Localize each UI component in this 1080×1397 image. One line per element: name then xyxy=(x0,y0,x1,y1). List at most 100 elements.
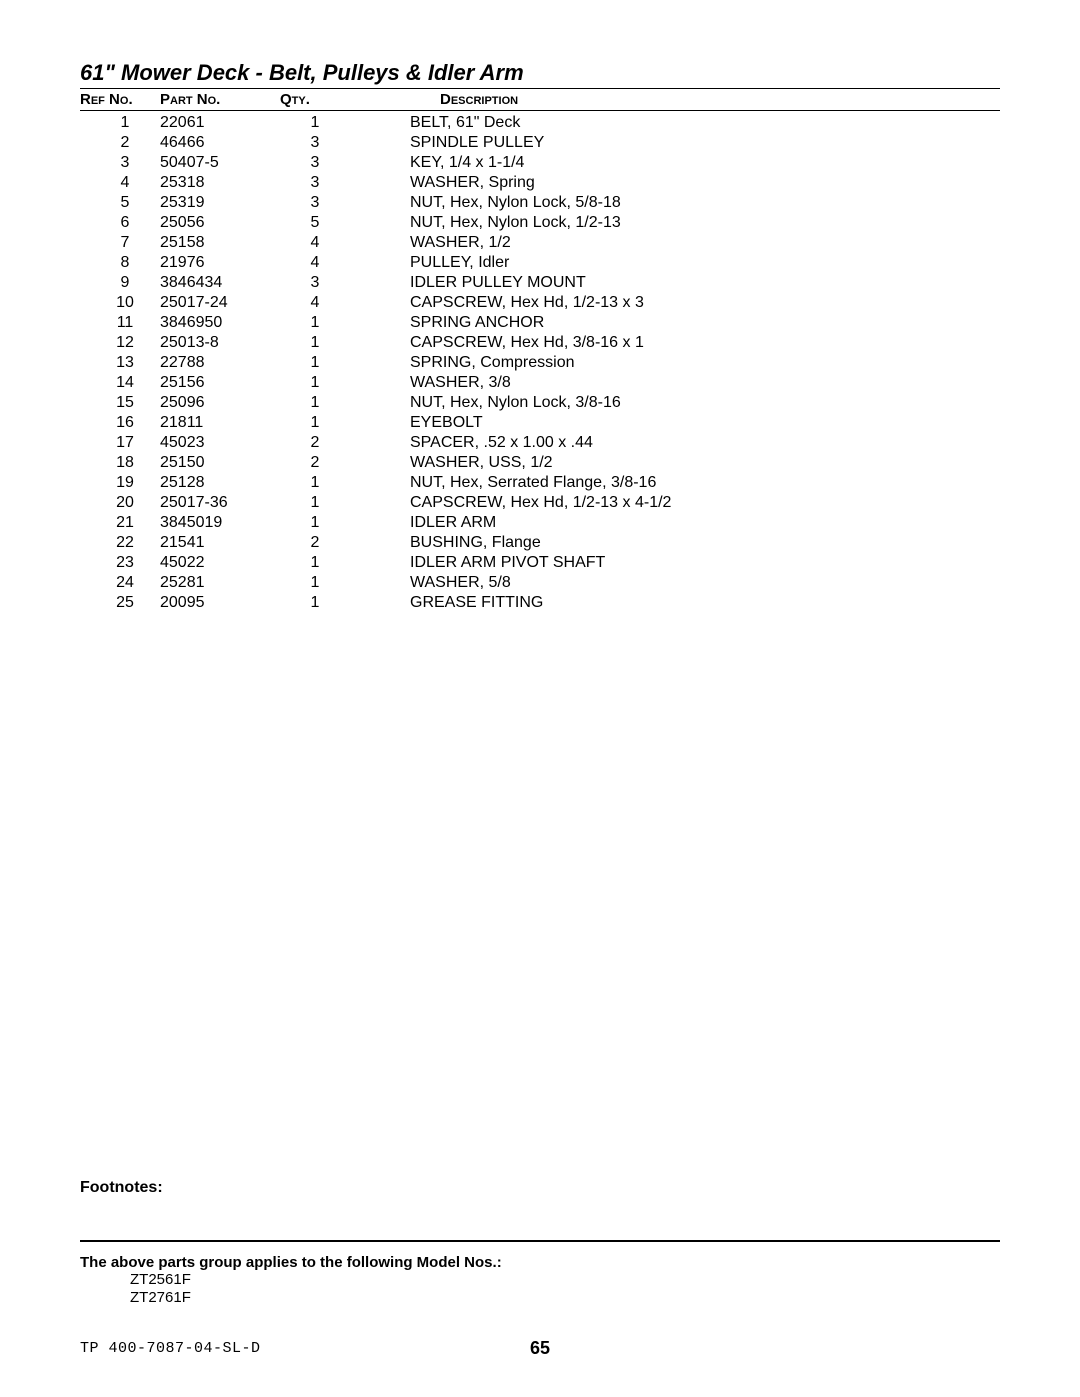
cell-ref: 12 xyxy=(80,333,160,353)
divider xyxy=(80,1240,1000,1242)
cell-ref: 2 xyxy=(80,133,160,153)
table-row: 1220611BELT, 61" Deck xyxy=(80,113,1000,133)
cell-desc: PULLEY, Idler xyxy=(350,253,1000,273)
header-qty: Qty. xyxy=(280,91,350,108)
cell-qty: 5 xyxy=(280,213,350,233)
cell-ref: 18 xyxy=(80,453,160,473)
cell-desc: BELT, 61" Deck xyxy=(350,113,1000,133)
cell-part: 45022 xyxy=(160,553,280,573)
cell-desc: WASHER, Spring xyxy=(350,173,1000,193)
cell-qty: 1 xyxy=(280,373,350,393)
table-row: 7251584WASHER, 1/2 xyxy=(80,233,1000,253)
footnotes-label: Footnotes: xyxy=(80,1179,1000,1197)
cell-part: 21976 xyxy=(160,253,280,273)
cell-part: 25128 xyxy=(160,473,280,493)
cell-desc: SPRING ANCHOR xyxy=(350,313,1000,333)
cell-part: 25318 xyxy=(160,173,280,193)
page-title: 61" Mower Deck - Belt, Pulleys & Idler A… xyxy=(80,60,1000,86)
cell-part: 21541 xyxy=(160,533,280,553)
cell-desc: SPACER, .52 x 1.00 x .44 xyxy=(350,433,1000,453)
table-row: 938464343IDLER PULLEY MOUNT xyxy=(80,273,1000,293)
header-ref: Ref No. xyxy=(80,91,160,108)
cell-qty: 1 xyxy=(280,353,350,373)
cell-part: 45023 xyxy=(160,433,280,453)
cell-qty: 1 xyxy=(280,553,350,573)
cell-desc: CAPSCREW, Hex Hd, 3/8-16 x 1 xyxy=(350,333,1000,353)
cell-desc: KEY, 1/4 x 1-1/4 xyxy=(350,153,1000,173)
cell-ref: 14 xyxy=(80,373,160,393)
cell-ref: 6 xyxy=(80,213,160,233)
cell-qty: 1 xyxy=(280,413,350,433)
table-row: 13227881SPRING, Compression xyxy=(80,353,1000,373)
cell-ref: 5 xyxy=(80,193,160,213)
document-number: TP 400-7087-04-SL-D xyxy=(80,1340,261,1357)
table-row: 6250565NUT, Hex, Nylon Lock, 1/2-13 xyxy=(80,213,1000,233)
cell-ref: 11 xyxy=(80,313,160,333)
cell-qty: 4 xyxy=(280,253,350,273)
cell-ref: 25 xyxy=(80,593,160,613)
table-row: 15250961NUT, Hex, Nylon Lock, 3/8-16 xyxy=(80,393,1000,413)
cell-part: 25158 xyxy=(160,233,280,253)
cell-ref: 10 xyxy=(80,293,160,313)
cell-desc: NUT, Hex, Nylon Lock, 3/8-16 xyxy=(350,393,1000,413)
table-row: 1225013-81CAPSCREW, Hex Hd, 3/8-16 x 1 xyxy=(80,333,1000,353)
cell-desc: CAPSCREW, Hex Hd, 1/2-13 x 3 xyxy=(350,293,1000,313)
cell-ref: 9 xyxy=(80,273,160,293)
cell-qty: 1 xyxy=(280,573,350,593)
header-part: Part No. xyxy=(160,91,280,108)
applies-section: The above parts group applies to the fol… xyxy=(80,1254,1000,1307)
cell-part: 21811 xyxy=(160,413,280,433)
cell-desc: BUSHING, Flange xyxy=(350,533,1000,553)
cell-part: 25013-8 xyxy=(160,333,280,353)
header-desc: Description xyxy=(350,91,1000,108)
cell-qty: 1 xyxy=(280,593,350,613)
table-row: 1138469501SPRING ANCHOR xyxy=(80,313,1000,333)
cell-part: 25017-24 xyxy=(160,293,280,313)
cell-ref: 15 xyxy=(80,393,160,413)
table-row: 18251502WASHER, USS, 1/2 xyxy=(80,453,1000,473)
cell-qty: 3 xyxy=(280,193,350,213)
cell-part: 46466 xyxy=(160,133,280,153)
table-row: 16218111EYEBOLT xyxy=(80,413,1000,433)
cell-qty: 4 xyxy=(280,293,350,313)
cell-qty: 1 xyxy=(280,493,350,513)
cell-qty: 3 xyxy=(280,173,350,193)
cell-qty: 1 xyxy=(280,473,350,493)
table-row: 17450232SPACER, .52 x 1.00 x .44 xyxy=(80,433,1000,453)
cell-desc: WASHER, 3/8 xyxy=(350,373,1000,393)
table-row: 23450221IDLER ARM PIVOT SHAFT xyxy=(80,553,1000,573)
table-row: 25200951GREASE FITTING xyxy=(80,593,1000,613)
table-row: 350407-53KEY, 1/4 x 1-1/4 xyxy=(80,153,1000,173)
cell-part: 25017-36 xyxy=(160,493,280,513)
cell-ref: 23 xyxy=(80,553,160,573)
cell-qty: 3 xyxy=(280,273,350,293)
cell-desc: SPRING, Compression xyxy=(350,353,1000,373)
cell-ref: 17 xyxy=(80,433,160,453)
cell-qty: 1 xyxy=(280,333,350,353)
table-row: 2138450191IDLER ARM xyxy=(80,513,1000,533)
cell-part: 20095 xyxy=(160,593,280,613)
cell-part: 25056 xyxy=(160,213,280,233)
cell-ref: 21 xyxy=(80,513,160,533)
cell-ref: 16 xyxy=(80,413,160,433)
cell-part: 25319 xyxy=(160,193,280,213)
cell-desc: GREASE FITTING xyxy=(350,593,1000,613)
cell-ref: 8 xyxy=(80,253,160,273)
cell-desc: IDLER ARM xyxy=(350,513,1000,533)
cell-part: 25096 xyxy=(160,393,280,413)
cell-part: 25281 xyxy=(160,573,280,593)
cell-ref: 7 xyxy=(80,233,160,253)
table-row: 22215412BUSHING, Flange xyxy=(80,533,1000,553)
cell-desc: WASHER, USS, 1/2 xyxy=(350,453,1000,473)
cell-part: 50407-5 xyxy=(160,153,280,173)
cell-ref: 20 xyxy=(80,493,160,513)
table-row: 2464663SPINDLE PULLEY xyxy=(80,133,1000,153)
cell-part: 3846434 xyxy=(160,273,280,293)
table-row: 4253183WASHER, Spring xyxy=(80,173,1000,193)
cell-desc: IDLER PULLEY MOUNT xyxy=(350,273,1000,293)
cell-desc: IDLER ARM PIVOT SHAFT xyxy=(350,553,1000,573)
cell-part: 3845019 xyxy=(160,513,280,533)
table-row: 5253193NUT, Hex, Nylon Lock, 5/8-18 xyxy=(80,193,1000,213)
cell-desc: WASHER, 5/8 xyxy=(350,573,1000,593)
cell-ref: 1 xyxy=(80,113,160,133)
